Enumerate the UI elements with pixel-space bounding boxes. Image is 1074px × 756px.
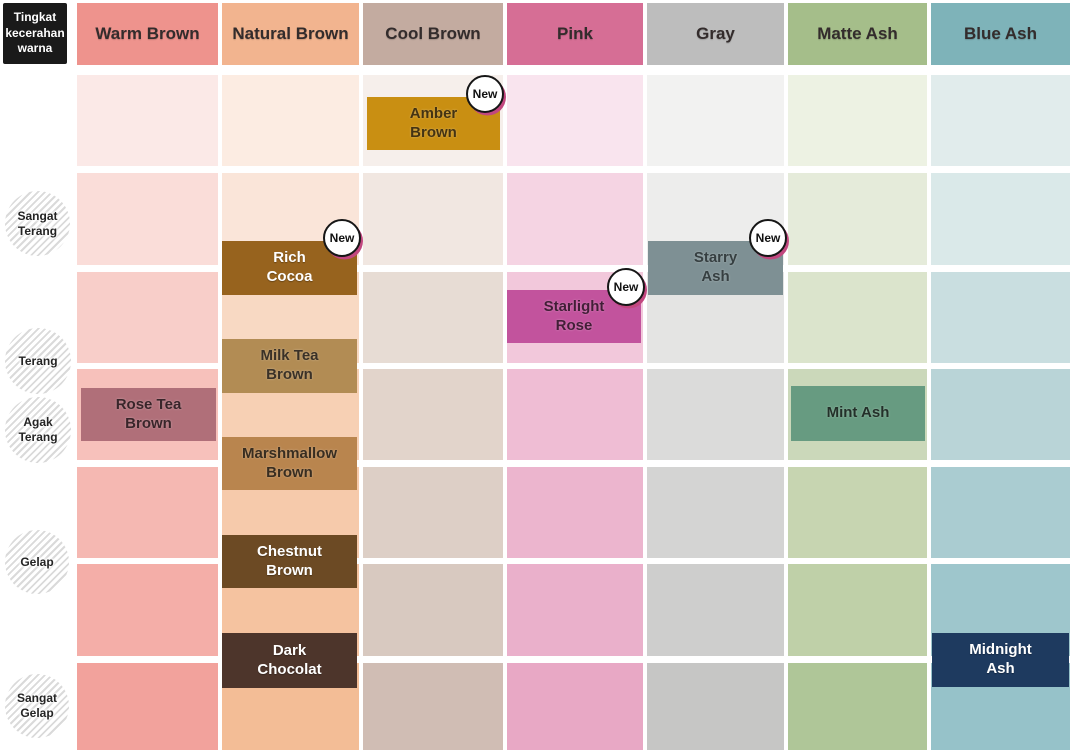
column-header-label: Matte Ash [817, 24, 898, 43]
product-name: Starry Ash [693, 249, 738, 285]
shade-cell-matte-ash-row2 [788, 173, 927, 265]
column-header-label: Blue Ash [963, 24, 1038, 43]
product-name: Marshmallow Brown [241, 444, 338, 481]
product-name: Dark Chocolat [257, 641, 322, 678]
shade-cell-matte-ash-row5 [788, 467, 927, 558]
shade-cell-warm-brown-row5 [77, 467, 218, 558]
product-name: Starlight Rose [543, 297, 605, 334]
shade-cell-warm-brown-row2 [77, 173, 218, 265]
column-header-pink: Pink [507, 3, 643, 65]
product-label-chestnut-brown: Chestnut Brown [222, 535, 357, 588]
product-label-starlight-rose: Starlight Rose [507, 290, 641, 343]
product-label-milk-tea-brown: Milk Tea Brown [222, 339, 357, 393]
shade-cell-blue-ash-row2 [931, 173, 1070, 265]
column-header-cool-brown: Cool Brown [363, 3, 503, 65]
shade-cell-warm-brown-row7 [77, 663, 218, 750]
new-badge-label: New [613, 280, 639, 294]
shade-cell-pink-row5 [507, 467, 643, 558]
shade-cell-gray-row4 [647, 369, 784, 460]
product-name: Milk Tea Brown [260, 347, 319, 383]
product-name: Amber Brown [409, 104, 458, 141]
shade-cell-cool-brown-row7 [363, 663, 503, 750]
column-header-label: Gray [696, 24, 735, 43]
product-label-rose-tea-brown: Rose Tea Brown [81, 388, 216, 441]
brightness-legend-title: Tingkat kecerahan warna [3, 3, 67, 64]
shade-cell-matte-ash-row7 [788, 663, 927, 750]
column-header-natural-brown: Natural Brown [222, 3, 359, 65]
shade-cell-cool-brown-row6 [363, 564, 503, 656]
shade-cell-gray-row6 [647, 564, 784, 656]
column-header-label: Natural Brown [232, 24, 349, 43]
shade-cell-pink-row1 [507, 75, 643, 166]
brightness-level-sangat-gelap: Sangat Gelap [5, 674, 69, 738]
column-header-label: Cool Brown [385, 24, 481, 43]
product-name: Chestnut Brown [257, 542, 322, 579]
brightness-level-label: Terang [18, 353, 58, 368]
new-badge-amber-brown: New [466, 75, 504, 113]
shade-cell-gray-row7 [647, 663, 784, 750]
column-header-blue-ash: Blue Ash [931, 3, 1070, 65]
brightness-level-label: Agak Terang [18, 415, 58, 444]
shade-cell-matte-ash-row6 [788, 564, 927, 656]
shade-cell-blue-ash-row1 [931, 75, 1070, 166]
shade-cell-blue-ash-row5 [931, 467, 1070, 558]
brightness-level-sangat-terang: Sangat Terang [5, 191, 70, 256]
brightness-level-agak-terang: Agak Terang [5, 397, 71, 463]
shade-cell-natural-brown-row1 [222, 75, 359, 166]
product-name: Rich Cocoa [266, 249, 313, 285]
product-name: Midnight Ash [969, 641, 1032, 677]
brightness-level-gelap: Gelap [5, 530, 69, 594]
new-badge-label: New [329, 231, 355, 245]
brightness-level-label: Sangat Terang [17, 208, 58, 238]
new-badge-starry-ash: New [749, 219, 787, 257]
shade-cell-blue-ash-row3 [931, 272, 1070, 363]
brightness-level-terang: Terang [5, 328, 71, 394]
shade-cell-blue-ash-row4 [931, 369, 1070, 460]
shade-cell-matte-ash-row1 [788, 75, 927, 166]
shade-cell-matte-ash-row3 [788, 272, 927, 363]
product-label-rich-cocoa: Rich Cocoa [222, 241, 357, 295]
product-name: Mint Ash [826, 404, 890, 422]
shade-cell-gray-row1 [647, 75, 784, 166]
shade-cell-cool-brown-row2 [363, 173, 503, 265]
shade-cell-gray-row5 [647, 467, 784, 558]
shade-cell-cool-brown-row5 [363, 467, 503, 558]
brightness-level-label: Sangat Gelap [16, 691, 57, 720]
shade-cell-pink-row7 [507, 663, 643, 750]
shade-cell-cool-brown-row4 [363, 369, 503, 460]
product-label-dark-chocolat: Dark Chocolat [222, 633, 357, 688]
column-header-warm-brown: Warm Brown [77, 3, 218, 65]
shade-cell-warm-brown-row1 [77, 75, 218, 166]
new-badge-starlight-rose: New [607, 268, 645, 306]
product-label-amber-brown: Amber Brown [367, 97, 500, 150]
shade-cell-pink-row2 [507, 173, 643, 265]
product-name: Rose Tea Brown [115, 395, 182, 432]
shade-cell-pink-row6 [507, 564, 643, 656]
new-badge-label: New [755, 231, 781, 245]
column-header-gray: Gray [647, 3, 784, 65]
product-label-midnight-ash: Midnight Ash [932, 633, 1069, 687]
product-label-marshmallow-brown: Marshmallow Brown [222, 437, 357, 490]
shade-cell-warm-brown-row6 [77, 564, 218, 656]
shade-cell-warm-brown-row3 [77, 272, 218, 363]
shade-cell-pink-row4 [507, 369, 643, 460]
new-badge-label: New [472, 87, 498, 101]
column-header-matte-ash: Matte Ash [788, 3, 927, 65]
column-header-label: Warm Brown [95, 24, 200, 43]
shade-cell-cool-brown-row3 [363, 272, 503, 363]
brightness-level-label: Gelap [20, 554, 54, 569]
column-header-label: Pink [557, 24, 593, 43]
new-badge-rich-cocoa: New [323, 219, 361, 257]
product-label-mint-ash: Mint Ash [791, 386, 925, 441]
